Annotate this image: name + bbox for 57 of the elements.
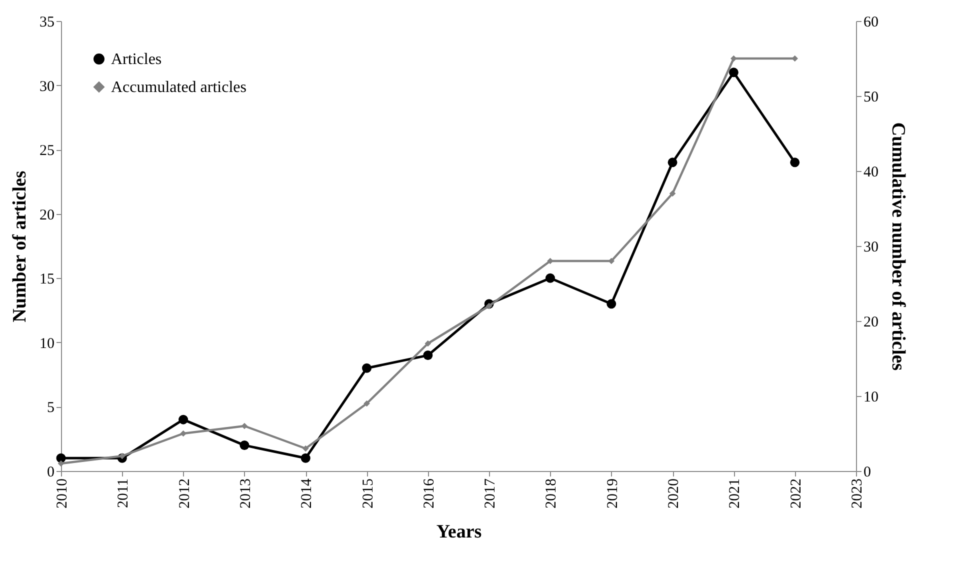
- point: [300, 453, 310, 463]
- x-tick-label: 2018: [544, 478, 560, 508]
- x-tick-label: 2017: [482, 478, 499, 508]
- point: [792, 55, 798, 62]
- point: [486, 302, 492, 310]
- y-tick-label: 25: [40, 143, 54, 160]
- point: [728, 68, 738, 78]
- point: [423, 350, 433, 360]
- x-tick-label: 2011: [116, 478, 132, 508]
- point: [364, 400, 370, 407]
- y2-tick-label: 10: [864, 390, 878, 406]
- y-tick-label: 15: [40, 272, 54, 288]
- x-tick-label: 2010: [54, 478, 70, 508]
- x-tick-label: 2015: [360, 478, 376, 508]
- y2-tick-label: 40: [864, 164, 878, 180]
- point: [118, 452, 126, 460]
- y-tick-label: 35: [40, 14, 54, 30]
- y-tick-label: 5: [47, 400, 54, 416]
- point: [178, 414, 188, 424]
- x-tick-label: 2013: [238, 478, 254, 508]
- point: [302, 445, 309, 452]
- legend-label: Articles: [111, 51, 162, 68]
- x-tick-label: 2016: [421, 478, 438, 508]
- legend-label: Accumulated articles: [111, 79, 246, 96]
- x-axis-title: Years: [436, 522, 482, 542]
- point: [424, 340, 432, 347]
- point: [545, 273, 555, 283]
- x-tick-label: 2023: [850, 478, 866, 508]
- point: [58, 460, 64, 467]
- y2-tick-label: 0: [864, 464, 871, 480]
- x-tick-label: 2020: [666, 478, 682, 508]
- point: [241, 422, 248, 430]
- point: [362, 363, 372, 373]
- y-axis-title: Number of articles: [10, 170, 30, 322]
- y2-tick-label: 30: [864, 240, 878, 256]
- point: [180, 430, 186, 437]
- point: [240, 440, 250, 450]
- y-tick-label: 0: [47, 464, 54, 480]
- y2-axis-title: Cumulative number of articles: [888, 122, 908, 371]
- x-tick-label: 2014: [299, 478, 316, 508]
- x-tick-label: 2022: [788, 478, 804, 508]
- x-tick-label: 2019: [604, 478, 621, 508]
- x-tick-label: 2012: [176, 478, 193, 508]
- point: [606, 299, 616, 309]
- point: [608, 258, 615, 264]
- point: [790, 158, 800, 168]
- y-tick-label: 10: [40, 336, 54, 352]
- point: [669, 190, 676, 197]
- point: [547, 258, 554, 264]
- y-tick-label: 30: [40, 78, 54, 95]
- point: [730, 55, 737, 62]
- y-tick-label: 20: [40, 207, 54, 224]
- point: [668, 158, 678, 168]
- y2-tick-label: 60: [864, 14, 878, 30]
- y2-tick-label: 50: [864, 90, 878, 106]
- y2-tick-label: 20: [864, 314, 878, 330]
- x-tick-label: 2021: [727, 478, 744, 508]
